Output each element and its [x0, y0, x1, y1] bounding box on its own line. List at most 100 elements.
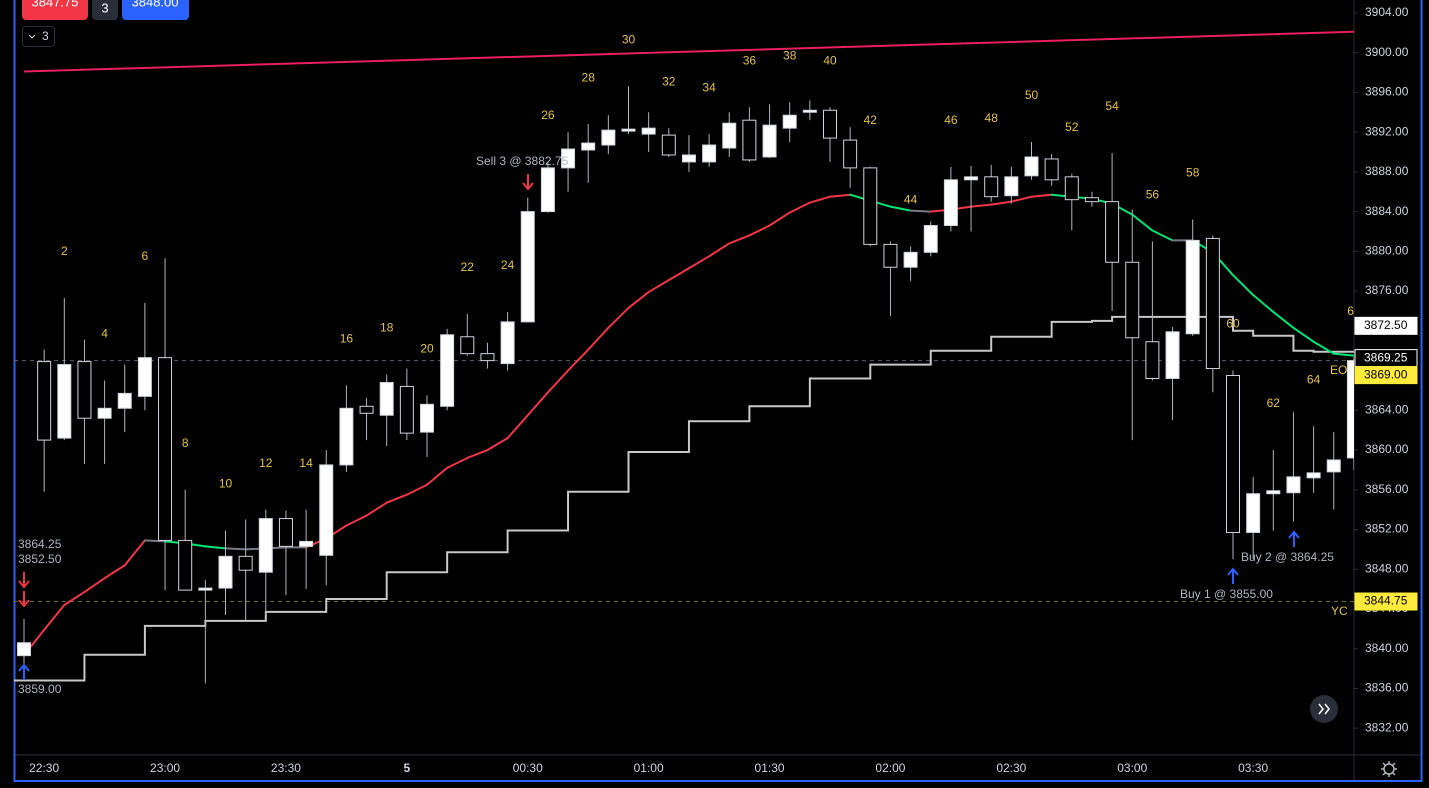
candle-body: [158, 357, 173, 541]
ema-segment: [143, 539, 167, 543]
y-tick-label: 3860.00: [1365, 442, 1409, 456]
sell-arrow: [522, 174, 534, 191]
frame: [13, 0, 1423, 782]
price-marker-label: 3872.50: [1364, 318, 1408, 332]
candle-body: [722, 122, 737, 149]
sell-price: 3847.75: [32, 0, 79, 9]
candle-body: [802, 109, 817, 113]
quantity-box[interactable]: [92, 0, 118, 20]
candle-body: [278, 518, 293, 547]
bar-count-label: 60: [1226, 317, 1240, 331]
candle-body: [17, 642, 31, 657]
candle-body: [782, 114, 797, 129]
bar-count-label: 48: [985, 111, 999, 125]
ema-segment: [1030, 193, 1053, 198]
x-tick-label: 03:30: [1238, 761, 1268, 775]
ema-segment: [1252, 294, 1275, 313]
candle-body: [1185, 239, 1200, 335]
ema-segment: [970, 203, 993, 208]
bar-count-label: 62: [1267, 396, 1281, 410]
settings-button[interactable]: [1381, 761, 1397, 777]
x-tick-label: 22:30: [29, 761, 59, 775]
trade-label: 3864.25: [18, 537, 62, 551]
ema-segment: [345, 514, 368, 527]
y-tick-label: 3836.00: [1365, 681, 1409, 695]
candle-body: [359, 405, 374, 414]
ema-segment: [1131, 213, 1154, 232]
y-tick-label: 3852.00: [1365, 522, 1409, 536]
candle-body: [1326, 459, 1341, 473]
ema-segment: [365, 501, 388, 517]
bar-count-label: 12: [259, 456, 273, 470]
ema-segment: [204, 545, 227, 550]
bar-count-label: 36: [743, 53, 757, 67]
candle-body: [1084, 197, 1099, 203]
candle-body: [399, 385, 414, 434]
candle-body: [1064, 176, 1079, 201]
bar-count-label: 44: [904, 193, 918, 207]
ema-segment: [708, 242, 731, 258]
bar-count-label: 42: [864, 113, 878, 127]
ema-segment: [567, 348, 590, 372]
ema-segment: [123, 539, 146, 567]
price-marker: [1354, 316, 1418, 335]
candle-body: [1024, 156, 1039, 177]
candle-body: [1165, 331, 1180, 379]
trade-label: Buy 1 @ 3855.00: [1180, 587, 1273, 601]
chevron: [28, 34, 36, 39]
ema-segment: [1151, 229, 1174, 242]
y-tick-label: 3892.00: [1365, 124, 1409, 138]
y-tick-label: 3864.00: [1365, 402, 1409, 416]
candle-body: [964, 176, 979, 181]
bar-count-label: 20: [420, 342, 434, 356]
candle-body: [843, 139, 858, 169]
x-tick-label: 5: [404, 761, 411, 775]
candle-body: [943, 179, 958, 227]
candle-body: [1004, 176, 1019, 197]
ema-segment: [426, 466, 449, 486]
bar-count-label: 46: [944, 113, 958, 127]
interval-dropdown[interactable]: [22, 26, 55, 47]
candle-body: [460, 336, 475, 355]
price-marker-label: 3869.25: [1364, 350, 1408, 364]
candle-body: [319, 464, 334, 556]
candle-body: [1205, 237, 1220, 370]
buy-arrow: [18, 663, 30, 680]
scroll-right-button[interactable]: [1310, 695, 1338, 723]
ema-segment: [587, 326, 610, 351]
ema-segment: [607, 306, 630, 329]
ema-segment: [687, 255, 711, 270]
ema-segment: [405, 483, 428, 496]
candle-body: [883, 243, 898, 268]
sell-button[interactable]: [22, 0, 88, 20]
candle-body: [500, 321, 515, 365]
x-tick-label: 01:00: [634, 761, 664, 775]
bar-count-label: 10: [219, 477, 233, 491]
ema-segment: [63, 591, 86, 606]
candle-body: [1346, 360, 1354, 459]
ema-segment: [1010, 195, 1033, 203]
ema-segment: [889, 205, 912, 212]
bar-count-label: 66: [1347, 304, 1361, 318]
bar-count-label: 6: [142, 249, 149, 263]
bar-count-label: 58: [1186, 166, 1200, 180]
trendline: [23, 30, 1354, 73]
bar-count-label: 38: [783, 48, 797, 62]
bar-count-label: 22: [461, 260, 475, 274]
candle-body: [681, 154, 696, 163]
candle-body: [97, 407, 112, 419]
ema-segment: [486, 437, 509, 452]
ema-segment: [1292, 326, 1315, 343]
buy-button[interactable]: [122, 0, 189, 20]
ema-segment: [1272, 310, 1295, 329]
ema-segment: [647, 279, 670, 294]
ema-segment: [83, 577, 106, 594]
x-tick-label: 02:00: [875, 761, 905, 775]
yc-label: YC: [1331, 604, 1348, 618]
candle-body: [1125, 261, 1140, 339]
ema-segment: [829, 193, 852, 198]
bar-count-label: 2: [61, 244, 68, 258]
y-tick-label: 3896.00: [1365, 85, 1409, 99]
y-tick-label: 3900.00: [1365, 45, 1409, 59]
